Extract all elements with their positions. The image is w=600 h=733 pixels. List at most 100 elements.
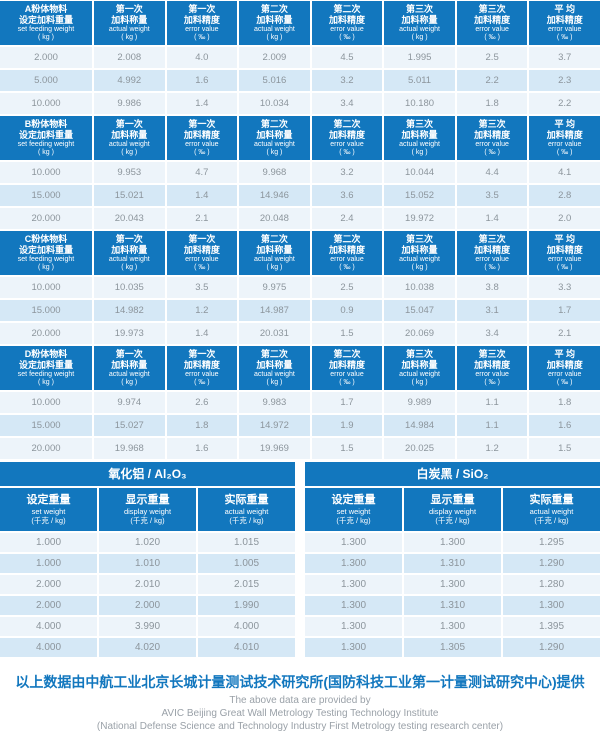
data-cell: 1.300 xyxy=(305,596,402,615)
data-cell: 1.300 xyxy=(305,575,402,594)
header-line-en: error value xyxy=(330,371,364,378)
data-cell: 15.000 xyxy=(0,300,92,321)
data-cell: 1.4 xyxy=(166,185,238,206)
header-line-en: set feeding weight xyxy=(17,141,75,148)
data-cell: 3.8 xyxy=(456,277,528,298)
header-line-cn: 加料精度 xyxy=(183,15,220,25)
header-unit: ( kg ) xyxy=(38,34,54,41)
header-line-cn: 加料称量 xyxy=(401,245,438,255)
data-cell: 1.5 xyxy=(311,323,383,344)
data-cell: 1.010 xyxy=(99,554,196,573)
header-line-cn: 第一次 xyxy=(115,4,143,14)
data-cell: 1.310 xyxy=(404,596,501,615)
data-cell: 19.972 xyxy=(384,208,455,229)
col-header-first-actual-weight: 第一次 加料称量 actual weight ( kg ) xyxy=(94,1,165,45)
header-unit: ( ‰ ) xyxy=(339,149,355,156)
header-line-cn: 加料称量 xyxy=(111,245,148,255)
header-unit: ( ‰ ) xyxy=(484,379,500,386)
header-line-en: actual weight xyxy=(108,141,150,148)
footer-provider-en-3: (National Defense Science and Technology… xyxy=(96,721,504,732)
header-line-cn: 加料精度 xyxy=(546,130,583,140)
col-header-second-error: 第二次 加料精度 error value ( ‰ ) xyxy=(311,116,383,160)
data-cell: 1.395 xyxy=(503,617,600,636)
al2o3-table: 氧化铝 / Al₂O₃ 设定重量 set weight (千克 / kg) 显示… xyxy=(0,462,295,657)
header-line-en: error value xyxy=(475,26,509,33)
col-header-first-error: 第一次 加料精度 error value ( ‰ ) xyxy=(166,231,238,275)
data-cell: 2.000 xyxy=(0,596,97,615)
header-line-cn: 加料称量 xyxy=(401,130,438,140)
data-cell: 20.025 xyxy=(384,438,455,459)
header-line-cn: 加料称量 xyxy=(256,15,293,25)
powder-table-a: A粉体物料 设定加料重量 set feeding weight ( kg ) 第… xyxy=(0,1,600,114)
data-cell: 2.015 xyxy=(198,575,295,594)
header-unit: ( kg ) xyxy=(266,379,283,386)
col-header-second-error: 第二次 加料精度 error value ( ‰ ) xyxy=(311,231,383,275)
header-unit: (千克 / kg) xyxy=(229,516,264,525)
header-line-cn: 第三次 xyxy=(406,4,434,14)
data-cell: 14.987 xyxy=(239,300,310,321)
header-line-cn: 第二次 xyxy=(333,119,361,129)
data-cell: 10.038 xyxy=(384,277,455,298)
data-cell: 20.000 xyxy=(0,438,92,459)
data-cell: 2.000 xyxy=(0,47,92,68)
data-cell: 9.975 xyxy=(239,277,310,298)
data-cell: 4.010 xyxy=(198,638,295,657)
header-line-en: actual weight xyxy=(253,256,295,263)
header-unit: ( kg ) xyxy=(411,379,428,386)
data-cell: 1.8 xyxy=(529,392,600,413)
col-header-first-error: 第一次 加料精度 error value ( ‰ ) xyxy=(166,1,238,45)
data-cell: 1.995 xyxy=(384,47,455,68)
data-cell: 20.048 xyxy=(239,208,310,229)
header-line-cn: 加料精度 xyxy=(183,130,220,140)
header-unit: ( ‰ ) xyxy=(484,264,500,271)
data-cell: 3.5 xyxy=(166,277,238,298)
header-line-cn: 第一次 xyxy=(188,4,216,14)
header-line-cn: 设定重量 xyxy=(26,494,71,506)
col-header-first-actual-weight: 第一次 加料称量 actual weight ( kg ) xyxy=(94,346,165,390)
header-unit: ( ‰ ) xyxy=(556,149,573,156)
header-line-cn: 第三次 xyxy=(478,234,506,244)
header-line-en: display weight xyxy=(428,507,477,516)
data-cell: 3.5 xyxy=(456,185,528,206)
col-header-second-actual-weight: 第二次 加料称量 actual weight ( kg ) xyxy=(239,116,310,160)
header-line-en: error value xyxy=(547,371,582,378)
data-cell: 2.000 xyxy=(0,575,97,594)
header-line-en: set weight xyxy=(336,507,371,516)
header-line-cn: 加料精度 xyxy=(474,15,511,25)
data-cell: 3.7 xyxy=(529,47,600,68)
data-cell: 2.6 xyxy=(166,392,238,413)
data-cell: 9.974 xyxy=(94,392,165,413)
data-cell: 1.7 xyxy=(529,300,600,321)
data-cell: 1.8 xyxy=(166,415,238,436)
header-line-en: actual weight xyxy=(399,256,440,263)
col-header-first-actual-weight: 第一次 加料称量 actual weight ( kg ) xyxy=(94,116,165,160)
data-cell: 15.047 xyxy=(384,300,455,321)
data-cell: 1.5 xyxy=(311,438,383,459)
header-line-en: set feeding weight xyxy=(17,256,75,263)
header-line-cn: 加料精度 xyxy=(474,245,511,255)
data-cell: 1.4 xyxy=(166,323,238,344)
header-unit: (千克 / kg) xyxy=(336,516,371,525)
data-cell: 1.7 xyxy=(311,392,383,413)
data-cell: 1.9 xyxy=(311,415,383,436)
col-header-average-error: 平 均 加料精度 error value ( ‰ ) xyxy=(529,346,600,390)
col-header-first-error: 第一次 加料精度 error value ( ‰ ) xyxy=(166,346,238,390)
header-unit: ( ‰ ) xyxy=(556,264,573,271)
col-header-actual-weight: 实际重量 actual weight (千克 / kg) xyxy=(503,488,600,531)
data-cell: 4.5 xyxy=(311,47,383,68)
material-label: B粉体物料 xyxy=(24,119,68,129)
header-line-en: set feeding weight xyxy=(17,371,75,378)
data-cell: 20.043 xyxy=(94,208,165,229)
header-line-en: actual weight xyxy=(253,26,295,33)
data-cell: 3.3 xyxy=(529,277,600,298)
header-line-en: actual weight xyxy=(224,507,269,516)
data-cell: 4.000 xyxy=(0,638,97,657)
header-unit: ( kg ) xyxy=(38,379,54,386)
data-cell: 1.4 xyxy=(456,208,528,229)
header-line-en: error value xyxy=(185,26,219,33)
col-header-display-weight: 显示重量 display weight (千克 / kg) xyxy=(404,488,501,531)
data-cell: 3.4 xyxy=(456,323,528,344)
header-unit: (千克 / kg) xyxy=(130,516,165,525)
col-header-set-feeding-weight: A粉体物料 设定加料重量 set feeding weight ( kg ) xyxy=(0,1,92,45)
